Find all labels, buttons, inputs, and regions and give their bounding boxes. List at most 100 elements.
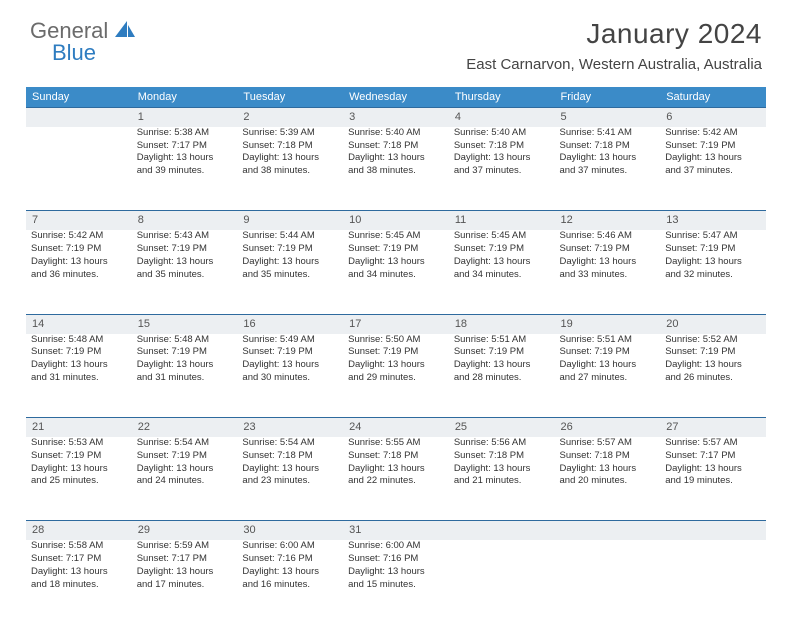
day-cell: Sunrise: 5:50 AMSunset: 7:19 PMDaylight:… [343,334,449,418]
day-number [449,521,555,540]
day-cell: Sunrise: 5:46 AMSunset: 7:19 PMDaylight:… [555,230,661,314]
day-number: 1 [132,108,238,127]
day-number: 10 [343,211,449,230]
sunset-text: Sunset: 7:18 PM [454,450,550,463]
day2-text: and 24 minutes. [137,475,233,488]
sunrise-text: Sunrise: 5:47 AM [665,230,761,243]
sunrise-text: Sunrise: 5:40 AM [348,127,444,140]
sunset-text: Sunset: 7:19 PM [665,346,761,359]
day-number: 30 [237,521,343,540]
dayheader-wed: Wednesday [343,87,449,108]
dayheader-tue: Tuesday [237,87,343,108]
day2-text: and 31 minutes. [137,372,233,385]
day-cell: Sunrise: 5:45 AMSunset: 7:19 PMDaylight:… [343,230,449,314]
day-header-row: Sunday Monday Tuesday Wednesday Thursday… [26,87,766,108]
day2-text: and 38 minutes. [348,165,444,178]
sunset-text: Sunset: 7:19 PM [454,346,550,359]
day-number: 27 [660,418,766,437]
day-cell: Sunrise: 5:51 AMSunset: 7:19 PMDaylight:… [555,334,661,418]
sunrise-text: Sunrise: 5:53 AM [31,437,127,450]
daynum-row: 14151617181920 [26,314,766,333]
dayheader-fri: Friday [555,87,661,108]
day2-text: and 28 minutes. [454,372,550,385]
day2-text: and 20 minutes. [560,475,656,488]
day-cell [555,540,661,624]
day2-text: and 17 minutes. [137,579,233,592]
daynum-row: 123456 [26,108,766,127]
day-cell: Sunrise: 5:57 AMSunset: 7:17 PMDaylight:… [660,437,766,521]
sunset-text: Sunset: 7:18 PM [560,450,656,463]
day1-text: Daylight: 13 hours [454,359,550,372]
day-number: 24 [343,418,449,437]
sunrise-text: Sunrise: 5:43 AM [137,230,233,243]
day2-text: and 38 minutes. [242,165,338,178]
day1-text: Daylight: 13 hours [348,152,444,165]
sunset-text: Sunset: 7:19 PM [560,346,656,359]
sunset-text: Sunset: 7:19 PM [348,243,444,256]
day-number [660,521,766,540]
week-row: Sunrise: 5:48 AMSunset: 7:19 PMDaylight:… [26,334,766,418]
sunrise-text: Sunrise: 6:00 AM [242,540,338,553]
day-number: 11 [449,211,555,230]
sunrise-text: Sunrise: 5:58 AM [31,540,127,553]
day-cell: Sunrise: 5:43 AMSunset: 7:19 PMDaylight:… [132,230,238,314]
day2-text: and 34 minutes. [348,269,444,282]
sunset-text: Sunset: 7:19 PM [454,243,550,256]
sunset-text: Sunset: 7:19 PM [348,346,444,359]
day-cell: Sunrise: 5:47 AMSunset: 7:19 PMDaylight:… [660,230,766,314]
day-number: 4 [449,108,555,127]
day2-text: and 39 minutes. [137,165,233,178]
sunrise-text: Sunrise: 5:41 AM [560,127,656,140]
day-number: 15 [132,314,238,333]
sunrise-text: Sunrise: 5:57 AM [665,437,761,450]
day2-text: and 37 minutes. [560,165,656,178]
sunrise-text: Sunrise: 5:39 AM [242,127,338,140]
day-cell: Sunrise: 5:51 AMSunset: 7:19 PMDaylight:… [449,334,555,418]
week-row: Sunrise: 5:38 AMSunset: 7:17 PMDaylight:… [26,127,766,211]
sunset-text: Sunset: 7:19 PM [242,346,338,359]
sunset-text: Sunset: 7:19 PM [31,346,127,359]
dayheader-sun: Sunday [26,87,132,108]
day2-text: and 18 minutes. [31,579,127,592]
day2-text: and 21 minutes. [454,475,550,488]
day-cell [660,540,766,624]
day2-text: and 23 minutes. [242,475,338,488]
day-number: 3 [343,108,449,127]
day1-text: Daylight: 13 hours [242,359,338,372]
sunrise-text: Sunrise: 5:38 AM [137,127,233,140]
day-cell: Sunrise: 5:48 AMSunset: 7:19 PMDaylight:… [132,334,238,418]
day-cell: Sunrise: 5:44 AMSunset: 7:19 PMDaylight:… [237,230,343,314]
sunrise-text: Sunrise: 5:59 AM [137,540,233,553]
logo-sail-icon [113,19,137,44]
sunrise-text: Sunrise: 5:46 AM [560,230,656,243]
sunrise-text: Sunrise: 5:44 AM [242,230,338,243]
day-cell: Sunrise: 5:59 AMSunset: 7:17 PMDaylight:… [132,540,238,624]
day2-text: and 16 minutes. [242,579,338,592]
sunset-text: Sunset: 7:18 PM [348,450,444,463]
day1-text: Daylight: 13 hours [31,256,127,269]
day-number: 28 [26,521,132,540]
day1-text: Daylight: 13 hours [137,566,233,579]
sunset-text: Sunset: 7:19 PM [137,346,233,359]
header: General Blue January 2024 East Carnarvon… [0,0,792,77]
day-number: 20 [660,314,766,333]
sunrise-text: Sunrise: 6:00 AM [348,540,444,553]
sunset-text: Sunset: 7:19 PM [137,450,233,463]
day-cell [26,127,132,211]
day-cell: Sunrise: 5:40 AMSunset: 7:18 PMDaylight:… [449,127,555,211]
day-cell: Sunrise: 5:48 AMSunset: 7:19 PMDaylight:… [26,334,132,418]
day-cell: Sunrise: 5:53 AMSunset: 7:19 PMDaylight:… [26,437,132,521]
day-cell: Sunrise: 5:40 AMSunset: 7:18 PMDaylight:… [343,127,449,211]
day-cell: Sunrise: 5:56 AMSunset: 7:18 PMDaylight:… [449,437,555,521]
day-number: 31 [343,521,449,540]
sunrise-text: Sunrise: 5:50 AM [348,334,444,347]
day-number: 7 [26,211,132,230]
sunset-text: Sunset: 7:18 PM [454,140,550,153]
day2-text: and 26 minutes. [665,372,761,385]
day-cell: Sunrise: 5:55 AMSunset: 7:18 PMDaylight:… [343,437,449,521]
day1-text: Daylight: 13 hours [31,566,127,579]
day1-text: Daylight: 13 hours [242,152,338,165]
day1-text: Daylight: 13 hours [242,566,338,579]
sunset-text: Sunset: 7:18 PM [348,140,444,153]
sunset-text: Sunset: 7:19 PM [665,243,761,256]
